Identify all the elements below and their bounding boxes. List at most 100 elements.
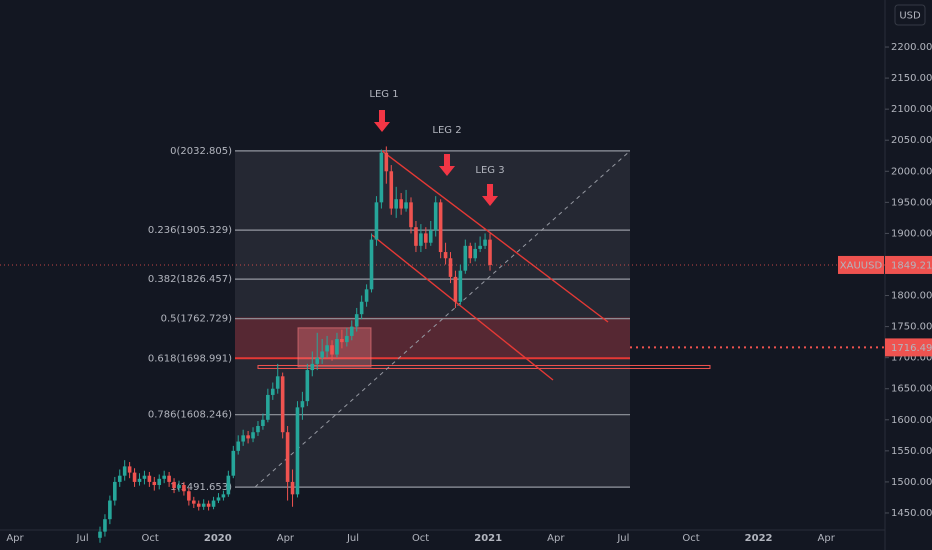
candles — [98, 146, 492, 543]
fib-label: 0(2032.805) — [170, 146, 232, 157]
candle-body — [290, 481, 295, 495]
candle-body — [108, 500, 112, 520]
candle-body — [251, 432, 255, 439]
candle-body — [231, 450, 236, 476]
candle-body — [335, 339, 339, 355]
candle-body — [305, 370, 310, 402]
candle-body — [103, 519, 107, 532]
candle-body — [191, 500, 196, 504]
candle-body — [132, 472, 137, 482]
candle-body — [458, 270, 463, 302]
candle-body — [256, 426, 260, 433]
candle-body — [340, 339, 344, 343]
candle-body — [241, 435, 245, 442]
candle-body — [113, 481, 117, 501]
marked-price-label: 1716.492 — [891, 343, 932, 354]
candle-body — [137, 478, 142, 482]
y-tick-label: 2150.000 — [891, 73, 932, 84]
fib-retracement: 0(2032.805) 0.236(1905.329) 0.382(1826.457… — [148, 146, 630, 493]
y-tick-label: 2050.000 — [891, 135, 932, 146]
candle-body — [404, 202, 408, 209]
candle-body — [226, 475, 231, 495]
candle-body — [152, 481, 157, 486]
x-tick-label: 2020 — [204, 533, 232, 544]
red-zone — [235, 317, 630, 358]
candle-body — [216, 497, 221, 501]
candle-body — [448, 258, 453, 277]
candle-body — [438, 202, 443, 253]
leg-label: LEG 1 — [369, 89, 398, 100]
candle-body — [325, 345, 329, 352]
candle-body — [236, 441, 241, 451]
x-tick-label: Apr — [547, 533, 565, 544]
fib-label: 0.786(1608.246) — [148, 410, 232, 421]
candle-body — [315, 357, 320, 364]
candle-body — [157, 478, 162, 486]
candle-body — [379, 152, 384, 203]
symbol-label: XAUUSD — [840, 260, 883, 271]
down-arrow — [482, 184, 498, 206]
candle-body — [473, 248, 477, 259]
marked-price-tag — [885, 338, 932, 357]
candle-body — [443, 252, 448, 259]
leg-label: LEG 2 — [432, 125, 461, 136]
candle-body — [409, 202, 413, 228]
candle-body — [310, 363, 315, 371]
symbol-tag — [838, 255, 884, 274]
candle-body — [211, 500, 216, 507]
consolidation-box — [297, 327, 372, 368]
last-price-label: 1849.215 — [891, 260, 932, 271]
candle-body — [453, 276, 458, 302]
fib-trend — [254, 150, 631, 488]
candle-body — [295, 407, 300, 495]
candle-body — [389, 171, 394, 209]
x-tick-label: Oct — [682, 533, 699, 544]
candle-body — [463, 245, 468, 271]
candle-body — [162, 475, 166, 479]
axes: 1450.000 1500.000 1550.000 1600.000 1650.000… — [6, 42, 932, 544]
candle-body — [428, 230, 433, 243]
candle-body — [374, 202, 379, 240]
y-tick-label: 1750.000 — [891, 322, 932, 333]
candle-body — [364, 289, 369, 302]
currency-button[interactable] — [894, 4, 926, 26]
candle-body — [384, 152, 389, 172]
candle-body — [246, 435, 250, 439]
candle-body — [414, 227, 418, 246]
x-tick-label: Oct — [142, 533, 159, 544]
candle-body — [172, 481, 176, 489]
candle-body — [266, 394, 270, 420]
x-tick-label: Apr — [277, 533, 295, 544]
currency-label[interactable]: USD — [899, 11, 921, 22]
candle-body — [478, 245, 482, 249]
channel-lower — [371, 234, 554, 381]
candle-body — [177, 485, 181, 489]
candle-body — [167, 475, 171, 482]
candle-body — [320, 351, 324, 358]
candle-body — [345, 335, 349, 343]
y-tick-label: 1500.000 — [891, 477, 932, 488]
x-tick-label: Oct — [412, 533, 429, 544]
fib-label: 1(1491.653) — [170, 482, 232, 493]
candle-body — [359, 301, 364, 315]
x-tick-label: 2021 — [474, 533, 502, 544]
support-line — [257, 364, 711, 369]
drawings: LEG 1 LEG 2 LEG 3 — [0, 89, 885, 488]
candle-body — [354, 314, 359, 327]
candle-body — [300, 401, 305, 408]
candle-body — [117, 475, 122, 482]
candle-body — [142, 475, 147, 479]
candle-body — [182, 485, 186, 492]
candle-body — [280, 376, 285, 433]
y-tick-label: 2000.000 — [891, 166, 932, 177]
x-tick-label: Jul — [76, 533, 89, 544]
candle-body — [488, 239, 492, 265]
candle-body — [369, 239, 374, 290]
y-tick-label: 2200.000 — [891, 42, 932, 53]
candle-body — [394, 199, 399, 209]
x-tick-label: Apr — [818, 533, 836, 544]
candle-body — [275, 376, 280, 389]
candle-body — [122, 466, 127, 476]
